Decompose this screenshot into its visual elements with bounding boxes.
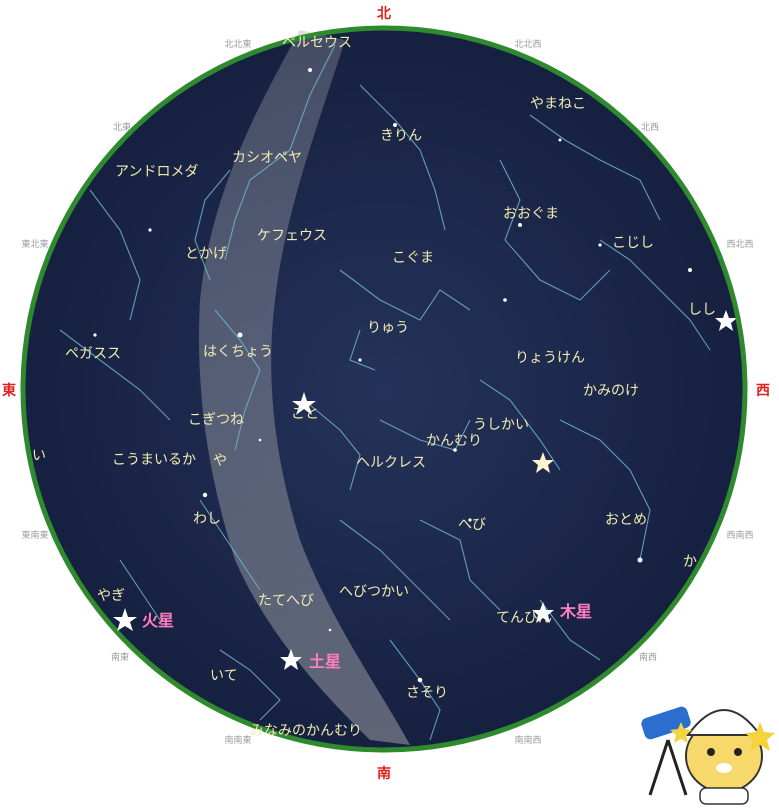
label-ushikai: うしかい xyxy=(473,417,529,433)
sub-direction-ese: 東南東 xyxy=(21,529,48,541)
label-i: い xyxy=(32,448,46,464)
label-ka: か xyxy=(683,554,697,570)
sub-direction-wnw: 西北西 xyxy=(726,239,753,250)
label-otome: おとめ xyxy=(605,512,647,528)
stars xyxy=(93,68,692,683)
sub-direction-ene: 東北東 xyxy=(21,238,48,250)
direction-west: 西 xyxy=(756,383,770,399)
direction-south: 南 xyxy=(377,765,391,782)
sub-direction-sse: 南南東 xyxy=(224,734,251,746)
label-shishi: しし xyxy=(688,302,716,318)
label-kogitsune: こぎつね xyxy=(188,412,244,428)
sub-direction-nne: 北北東 xyxy=(224,38,251,50)
sub-direction-ssw: 南南西 xyxy=(514,734,541,746)
label-kojishi: こじし xyxy=(612,235,654,251)
label-ryuu: りゅう xyxy=(367,320,409,336)
constellation-lines xyxy=(59,44,711,741)
label-minaminokanmuri: みなみのかんむり xyxy=(250,723,362,739)
planet-label-mars: 火星 xyxy=(142,611,174,630)
sub-direction-ne: 北東 xyxy=(113,121,131,133)
label-koumairuka: こうまいるか xyxy=(112,452,196,468)
label-cassiopeia: カシオペヤ xyxy=(232,150,302,166)
mascot-with-telescope xyxy=(641,706,775,805)
bright-stars xyxy=(292,310,737,473)
constellation-labels: ペルセウス きりん やまねこ カシオペヤ アンドロメダ ケフェウス とかげ おお… xyxy=(32,35,716,739)
label-andromeda: アンドロメダ xyxy=(115,164,198,180)
planet-label-saturn: 土星 xyxy=(309,652,341,671)
direction-north: 北 xyxy=(377,6,391,22)
label-koguma: こぐま xyxy=(392,250,434,266)
label-kaminoke: かみのけ xyxy=(583,383,639,399)
sky-disk xyxy=(23,28,745,750)
label-tatehebi: たてへび xyxy=(258,593,314,609)
planet-saturn: 土星 xyxy=(280,649,341,671)
label-koto: こと xyxy=(291,406,319,422)
label-hercules: ヘルクレス xyxy=(356,455,426,471)
sub-direction-nw: 北西 xyxy=(641,122,659,133)
sub-direction-sw: 南西 xyxy=(639,651,657,663)
label-yamaneko: やまねこ xyxy=(530,96,586,112)
label-hebi: へび xyxy=(458,517,486,533)
label-ya: や xyxy=(213,453,227,469)
sub-direction-nnw: 北北西 xyxy=(514,39,541,50)
label-ooguma: おおぐま xyxy=(503,206,559,222)
horizon-ring xyxy=(20,25,748,753)
label-ryouken: りょうけん xyxy=(515,350,585,366)
label-ite: いて xyxy=(210,668,238,684)
label-pegasus: ペガスス xyxy=(65,346,121,362)
label-kirin: きりん xyxy=(380,128,422,144)
label-cepheus: ケフェウス xyxy=(257,228,327,244)
label-yagi: やぎ xyxy=(97,588,125,604)
label-perseus: ペルセウス xyxy=(282,35,352,51)
planet-mars: 火星 xyxy=(113,608,174,631)
label-tokage: とかげ xyxy=(185,246,227,262)
sub-direction-se: 南東 xyxy=(111,651,129,663)
planet-jupiter: 木星 xyxy=(532,602,592,623)
label-sasori: さそり xyxy=(406,685,448,701)
sub-direction-wsw: 西南西 xyxy=(726,529,753,541)
milky-way xyxy=(199,30,410,745)
label-hakuchou: はくちょう xyxy=(203,344,273,360)
label-hebitsukai: へびつかい xyxy=(339,584,409,600)
label-washi: わし xyxy=(193,511,221,527)
label-kanmuri: かんむり xyxy=(426,433,482,449)
direction-east: 東 xyxy=(2,382,16,399)
planet-label-jupiter: 木星 xyxy=(559,602,592,621)
